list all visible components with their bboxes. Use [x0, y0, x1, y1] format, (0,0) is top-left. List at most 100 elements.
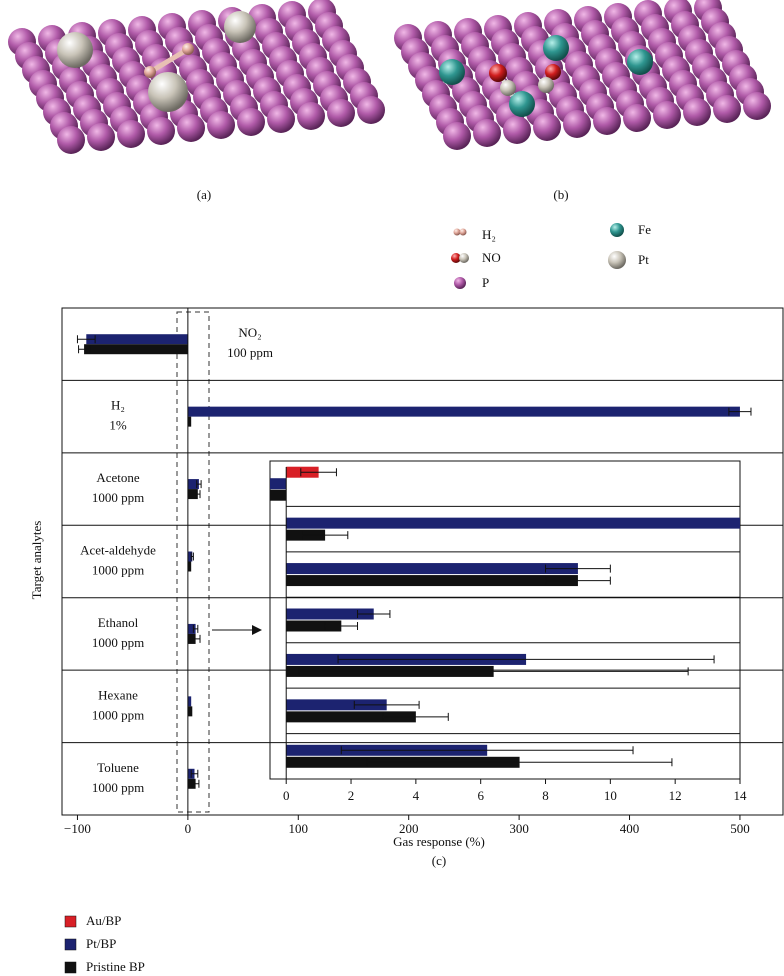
- legend-label: H₂: [482, 227, 496, 242]
- error-bar: [298, 667, 689, 676]
- error-bar: [78, 345, 91, 354]
- legend-swatch: [64, 961, 77, 974]
- p-atom: [207, 111, 235, 139]
- error-bar: [324, 622, 359, 630]
- x-tick-label: 0: [185, 821, 192, 836]
- pt-atom: [57, 32, 93, 68]
- error-bar: [301, 531, 349, 540]
- bar: [187, 778, 196, 789]
- p-atom: [147, 117, 175, 145]
- p-atom: [593, 107, 621, 135]
- plot-frame: [61, 307, 784, 816]
- h-atom: [182, 43, 194, 55]
- h-atom: [453, 228, 461, 236]
- bar: [286, 699, 387, 711]
- bar: [286, 620, 342, 632]
- error-bar: [76, 335, 96, 344]
- bar: [286, 711, 416, 723]
- category-concentration: 1000 ppm: [92, 707, 144, 722]
- x-tick-label: −100: [64, 821, 91, 836]
- error-bar: [191, 779, 200, 788]
- category-label: Hexane: [98, 687, 138, 702]
- n-atom: [459, 253, 469, 263]
- p-atom: [237, 108, 265, 136]
- legend-label: Fe: [638, 222, 651, 237]
- x-tick-label: 300: [509, 821, 529, 836]
- error-bar: [195, 490, 201, 499]
- bar: [286, 517, 740, 529]
- error-bar: [353, 700, 420, 709]
- p-atom: [743, 92, 771, 120]
- x-tick-label: 400: [620, 821, 640, 836]
- bar: [187, 706, 193, 717]
- category-concentration: 1000 ppm: [92, 780, 144, 795]
- fe-atom: [610, 223, 624, 237]
- x-tick-label: 100: [289, 821, 309, 836]
- o-atom: [451, 253, 461, 263]
- error-bar: [545, 576, 611, 585]
- x-tick-label: 200: [399, 821, 419, 836]
- bar: [286, 575, 578, 587]
- panel-label: (b): [553, 187, 568, 202]
- fe-atom: [627, 49, 653, 75]
- category-label: Toluene: [97, 760, 139, 775]
- error-bar: [300, 468, 337, 477]
- p-atom: [267, 105, 295, 133]
- y-axis-label: Target analytes: [29, 521, 44, 600]
- p-atom: [57, 126, 85, 154]
- p-atom: [297, 102, 325, 130]
- inset-x-tick-label: 0: [283, 788, 290, 803]
- h-atom: [144, 66, 156, 78]
- inset-x-tick-label: 2: [348, 788, 355, 803]
- category-concentration: 100 ppm: [227, 345, 273, 360]
- p-atom: [683, 98, 711, 126]
- inset-x-tick-label: 6: [477, 788, 484, 803]
- p-atom: [357, 96, 385, 124]
- legend-label: Pristine BP: [86, 959, 145, 974]
- error-bar: [728, 407, 752, 416]
- bar: [286, 563, 578, 575]
- bar: [187, 416, 192, 427]
- pt-atom: [148, 72, 188, 112]
- bar: [86, 334, 188, 345]
- zoom-box: [176, 311, 210, 813]
- error-bar: [190, 634, 201, 643]
- category-concentration: 1000 ppm: [92, 562, 144, 577]
- category-label: H₂: [111, 398, 125, 413]
- p-atom: [327, 99, 355, 127]
- n-atom: [538, 77, 554, 93]
- category-label: NO₂: [238, 325, 261, 340]
- p-atom: [117, 120, 145, 148]
- category-label: Acetone: [96, 470, 140, 485]
- bar: [187, 489, 198, 500]
- error-bar: [196, 480, 202, 489]
- error-bar: [190, 552, 194, 561]
- category-label: Acet-aldehyde: [80, 542, 156, 557]
- bar: [84, 344, 188, 355]
- x-tick-label: 500: [730, 821, 750, 836]
- bar: [187, 561, 192, 572]
- legend-label: Pt/BP: [86, 936, 116, 951]
- bar: [286, 608, 374, 620]
- bar: [270, 489, 287, 501]
- legend-swatch: [64, 915, 77, 928]
- p-atom: [533, 113, 561, 141]
- inset-x-tick-label: 4: [413, 788, 420, 803]
- category-concentration: 1%: [109, 418, 127, 433]
- p-atom: [623, 104, 651, 132]
- panel-label: (a): [197, 187, 211, 202]
- inset-x-tick-label: 10: [604, 788, 617, 803]
- p-atom: [177, 114, 205, 142]
- error-bar: [382, 712, 449, 721]
- p-atom: [473, 119, 501, 147]
- o-atom: [545, 64, 561, 80]
- molecule-legend: H₂ NO P Fe Pt: [451, 222, 651, 290]
- pt-atom: [608, 251, 626, 269]
- h-atom: [459, 228, 467, 236]
- bar: [187, 406, 740, 417]
- p-atom: [443, 122, 471, 150]
- bar: [187, 551, 193, 562]
- error-bar: [190, 769, 199, 778]
- error-bar: [366, 758, 673, 767]
